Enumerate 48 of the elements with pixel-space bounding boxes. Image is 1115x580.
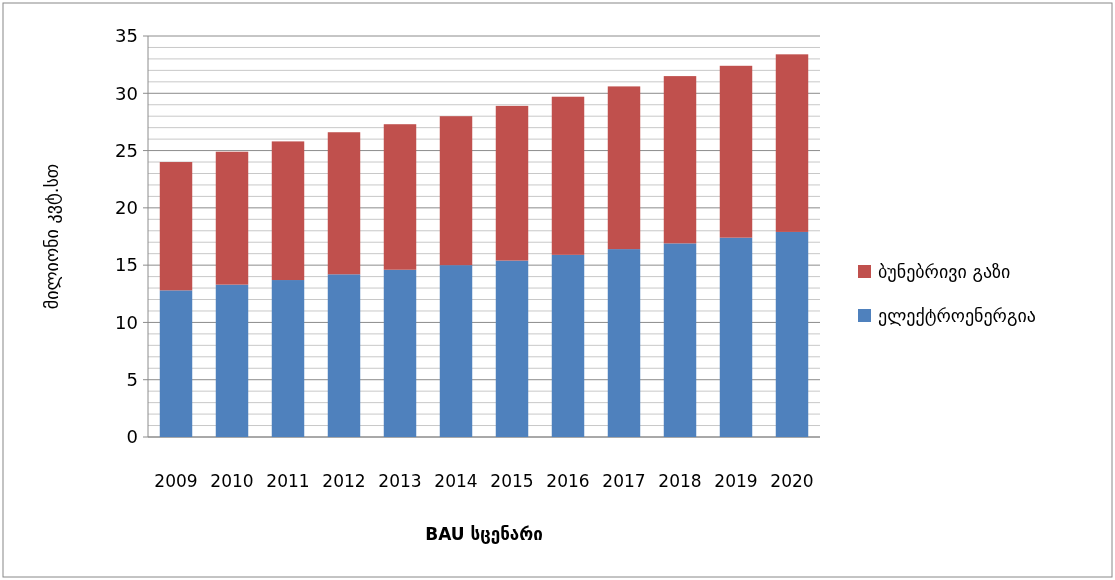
- bar: [383, 124, 417, 270]
- bar: [215, 151, 249, 285]
- y-axis-title: მილიონი კვტ.სთ: [41, 163, 62, 310]
- bar: [439, 265, 473, 437]
- y-tick-label: 20: [115, 197, 138, 219]
- x-tick-label: 2017: [602, 471, 646, 491]
- bar: [271, 141, 305, 281]
- y-tick-label: 5: [126, 369, 138, 391]
- y-tick-label: 30: [115, 82, 138, 104]
- y-tick-label: 15: [115, 254, 138, 276]
- x-tick-label: 2019: [714, 471, 758, 491]
- bar: [383, 269, 417, 437]
- x-tick-label: 2015: [490, 471, 534, 491]
- bar: [495, 105, 529, 261]
- x-tick-label: 2014: [434, 471, 478, 491]
- x-tick-label: 2020: [770, 471, 814, 491]
- bar: [719, 237, 753, 437]
- bar: [159, 290, 193, 437]
- legend-label: ელექტროენერგია: [878, 305, 1036, 327]
- bar: [775, 54, 809, 232]
- bar: [719, 65, 753, 238]
- x-tick-label: 2010: [210, 471, 254, 491]
- bar: [551, 96, 585, 255]
- y-tick-label: 0: [126, 426, 138, 448]
- bar: [327, 132, 361, 275]
- bar: [215, 284, 249, 437]
- bar: [607, 249, 641, 437]
- bar: [495, 260, 529, 437]
- legend-label: ბუნებრივი გაზი: [878, 261, 1011, 283]
- bar: [159, 162, 193, 291]
- y-tick-label: 25: [115, 139, 138, 161]
- y-tick-label: 35: [115, 25, 138, 47]
- bar: [439, 116, 473, 266]
- bar: [607, 86, 641, 250]
- bar: [663, 76, 697, 244]
- bar: [271, 280, 305, 437]
- y-tick-label: 10: [115, 311, 138, 333]
- bar: [327, 274, 361, 437]
- x-axis-title: BAU სცენარი: [425, 524, 543, 544]
- x-tick-label: 2016: [546, 471, 590, 491]
- x-tick-label: 2011: [266, 471, 310, 491]
- x-tick-label: 2013: [378, 471, 422, 491]
- x-tick-label: 2012: [322, 471, 366, 491]
- bar: [551, 254, 585, 437]
- x-tick-label: 2018: [658, 471, 702, 491]
- bar: [663, 243, 697, 437]
- bar: [775, 231, 809, 437]
- x-tick-label: 2009: [154, 471, 198, 491]
